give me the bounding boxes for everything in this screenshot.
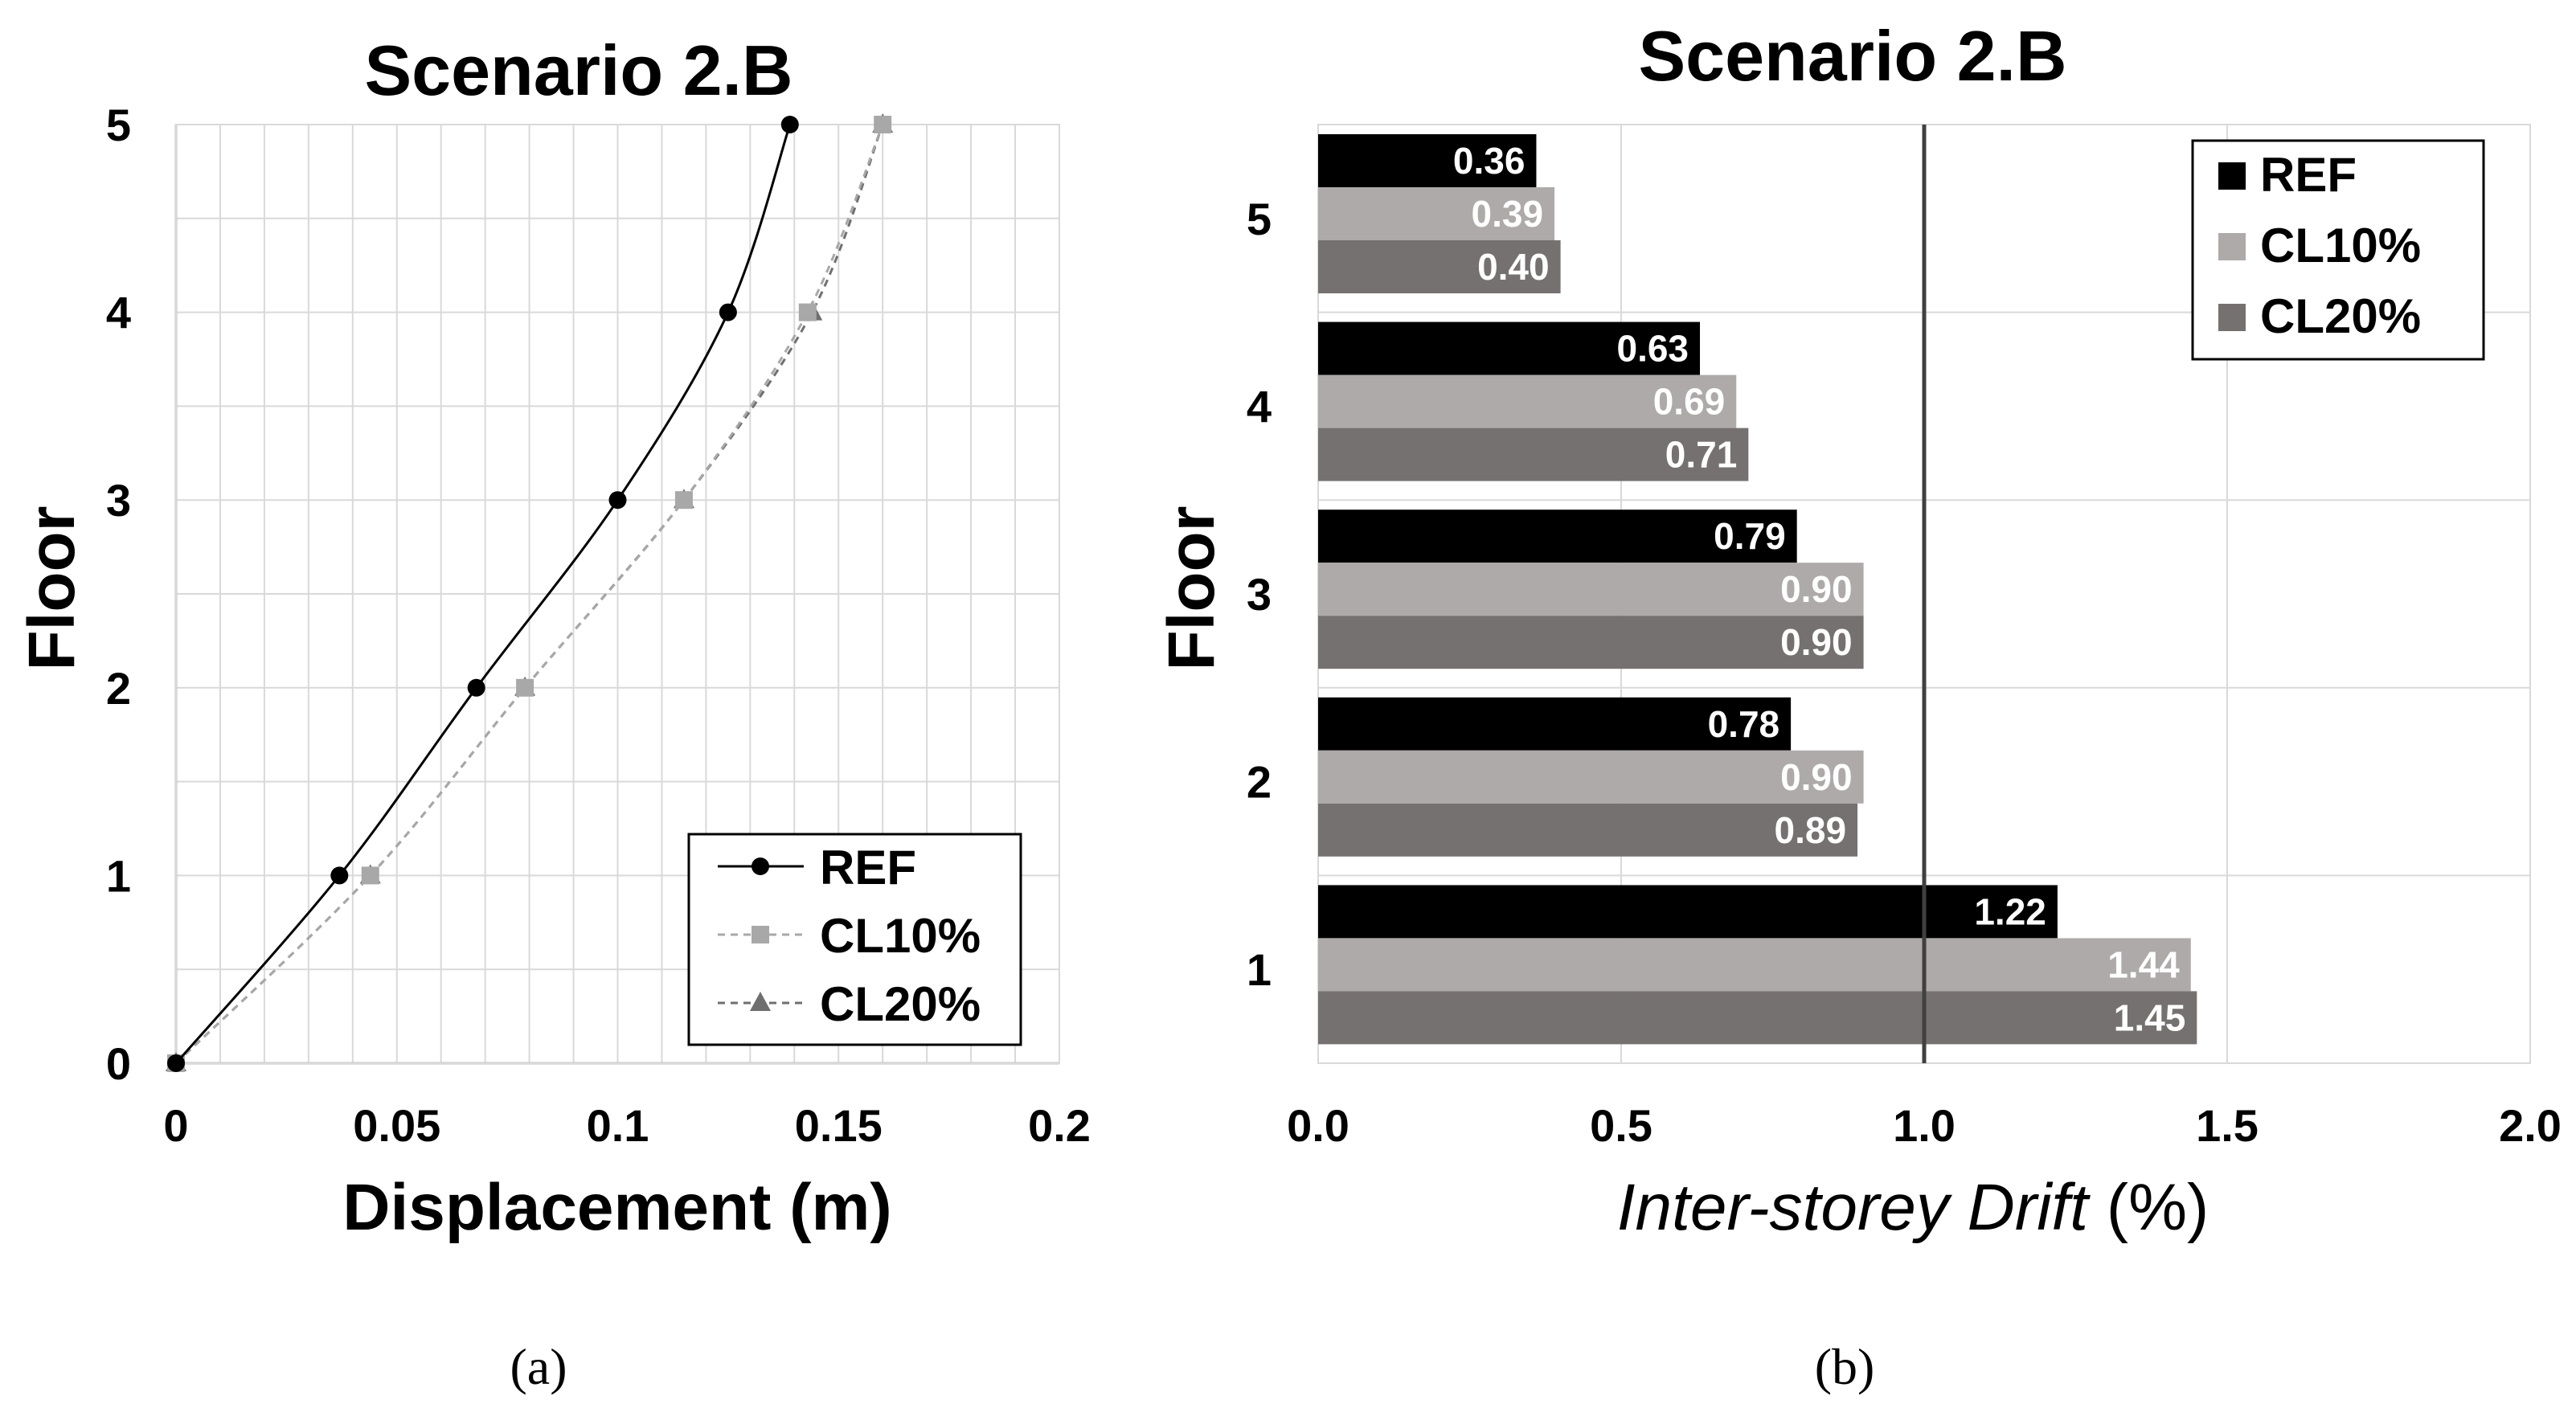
chart-b-bar-label-cl10: 0.69 [1653, 381, 1726, 423]
chart-a-y-axis-title: Floor [15, 506, 88, 671]
chart-b-bar-ref [1318, 134, 1537, 187]
chart-a-plot-area [175, 124, 1060, 1064]
chart-b-bar-ref [1318, 510, 1797, 563]
chart-a-legend-marker-cl20 [750, 992, 771, 1011]
chart-b-bar-label-ref: 0.79 [1714, 515, 1786, 557]
chart-b-legend: REF CL10% CL20% [2191, 139, 2485, 361]
chart-a-point-ref [780, 116, 799, 133]
chart-a-y-tick-label: 5 [106, 100, 131, 150]
chart-b-bar-label-cl20: 0.89 [1775, 809, 1847, 851]
chart-b-bar-label-cl20: 0.90 [1780, 621, 1853, 663]
chart-a-series-ref [167, 116, 799, 1072]
chart-a-x-axis-title: Displacement (m) [342, 1171, 892, 1244]
chart-a-y-tick-label: 1 [106, 850, 131, 901]
chart-b-bar-label-cl20: 0.40 [1477, 246, 1550, 288]
chart-b-bar-cl10 [1318, 938, 2191, 992]
chart-b-y-axis-title: Floor [1155, 506, 1228, 671]
chart-a-legend-marker-cl10 [752, 926, 769, 943]
chart-b-bar-label-cl20: 0.71 [1665, 434, 1738, 476]
chart-a-point-cl10 [874, 116, 892, 133]
chart-a-legend-label-cl20: CL20% [820, 977, 981, 1031]
chart-a-legend-box [687, 833, 1022, 1046]
chart-a-y-tick-label: 4 [106, 288, 131, 338]
chart-b-bar-label-cl10: 1.44 [2107, 943, 2180, 985]
chart-a-x-tick-label: 0.15 [795, 1100, 883, 1151]
chart-a-legend-label-cl10: CL10% [820, 909, 981, 963]
chart-b-x-tick-label: 0.0 [1287, 1100, 1349, 1151]
chart-b-bar-cl20 [1318, 991, 2197, 1045]
chart-a-point-cl10 [674, 491, 693, 510]
chart-b-y-tick-label: 4 [1247, 381, 1272, 432]
chart-a-point-ref [167, 1054, 185, 1072]
chart-b-x-axis-title: Inter-storey Drift (%) [1617, 1171, 2209, 1244]
chart-b-bar-cl20 [1318, 240, 1561, 293]
chart-a-x-tick-label: 0.2 [1028, 1100, 1091, 1151]
chart-b-legend-swatch-ref [2218, 162, 2246, 190]
chart-b-bar-cl20 [1318, 428, 1749, 481]
chart-b-bar-cl10 [1318, 374, 1737, 428]
displacement-chart: Scenario 2.B 0 0.05 0.1 0.15 0.2 0 1 2 3 4 5 Disp… [15, 31, 1091, 1244]
chart-b-bar-label-cl10: 0.39 [1472, 193, 1544, 235]
chart-a-series [166, 113, 894, 1072]
chart-b-x-ticks: 0.0 0.5 1.0 1.5 2.0 [1287, 1100, 2562, 1151]
chart-b-x-tick-label: 2.0 [2499, 1100, 2562, 1151]
caption-a: (a) [510, 1338, 567, 1395]
chart-a-legend-label-ref: REF [820, 841, 916, 894]
chart-a-y-tick-label: 2 [106, 663, 131, 714]
chart-b-bar-label-ref: 1.22 [1974, 890, 2046, 932]
chart-b-bar-label-cl10: 0.90 [1780, 756, 1853, 798]
chart-b-y-tick-label: 5 [1247, 194, 1272, 244]
chart-b-y-ticks: 5 4 3 2 1 [1247, 194, 1272, 995]
chart-b-legend-label-cl20: CL20% [2260, 289, 2421, 343]
chart-a-point-cl10 [361, 866, 379, 885]
chart-b-bar-ref [1318, 321, 1701, 375]
chart-b-x-tick-label: 1.0 [1893, 1100, 1956, 1151]
chart-b-x-axis-title-unit: (%) [2088, 1171, 2209, 1244]
chart-a-point-ref [467, 678, 485, 697]
chart-b-bar-cl10 [1318, 750, 1864, 804]
chart-a-y-tick-label: 0 [106, 1038, 131, 1089]
chart-b-legend-swatch-cl20 [2218, 304, 2246, 331]
chart-b-bar-cl10 [1318, 563, 1864, 616]
chart-a-point-ref [608, 491, 627, 510]
chart-a-x-tick-label: 0.05 [353, 1100, 440, 1151]
caption-b: (b) [1815, 1338, 1875, 1395]
chart-b-bar-label-ref: 0.63 [1616, 328, 1689, 370]
chart-a-point-cl10 [516, 678, 534, 697]
chart-a-x-ticks: 0 0.05 0.1 0.15 0.2 [163, 1100, 1091, 1151]
chart-b-bar-cl20 [1318, 803, 1858, 857]
chart-a-point-ref [330, 866, 349, 885]
chart-b-title: Scenario 2.B [1638, 16, 2066, 96]
chart-b-legend-label-ref: REF [2260, 148, 2357, 202]
chart-b-bar-label-ref: 0.36 [1453, 140, 1526, 182]
chart-b-x-tick-label: 0.5 [1590, 1100, 1652, 1151]
chart-a-title: Scenario 2.B [364, 31, 792, 110]
chart-a-y-tick-label: 3 [106, 475, 131, 526]
chart-a-point-cl10 [798, 303, 817, 321]
chart-b-legend-swatch-cl10 [2218, 233, 2246, 260]
chart-b-bar-cl20 [1318, 616, 1864, 669]
chart-b-y-tick-label: 3 [1247, 569, 1272, 620]
chart-b-bar-ref [1318, 697, 1792, 751]
chart-b-bars: 0.360.390.400.630.690.710.790.900.900.78… [1318, 134, 2197, 1045]
chart-b-bar-label-ref: 0.78 [1708, 703, 1780, 745]
chart-b-bar-cl10 [1318, 187, 1555, 240]
chart-a-legend: REF CL10% CL20% [687, 833, 1022, 1046]
drift-chart: Scenario 2.B 0.36 0.39 0.40 0.63 0.69 0.71 0.7… [1155, 16, 2562, 1244]
chart-b-legend-label-cl10: CL10% [2260, 219, 2421, 272]
chart-b-x-axis-title-italic: Inter-storey Drift [1617, 1171, 2091, 1244]
chart-b-y-tick-label: 2 [1247, 757, 1272, 808]
chart-b-bar-label-cl20: 1.45 [2114, 997, 2186, 1038]
chart-b-bar-ref [1318, 885, 2058, 939]
chart-b-y-tick-label: 1 [1247, 944, 1272, 995]
chart-a-x-tick-label: 0.1 [587, 1100, 649, 1151]
chart-a-line-ref [174, 124, 792, 1064]
chart-a-x-tick-label: 0 [163, 1100, 188, 1151]
chart-a-legend-marker-ref [752, 857, 769, 875]
chart-a-point-ref [719, 303, 737, 321]
chart-b-bar-label-cl10: 0.90 [1780, 568, 1853, 610]
chart-a-y-ticks: 0 1 2 3 4 5 [106, 100, 131, 1089]
chart-b-x-tick-label: 1.5 [2196, 1100, 2259, 1151]
